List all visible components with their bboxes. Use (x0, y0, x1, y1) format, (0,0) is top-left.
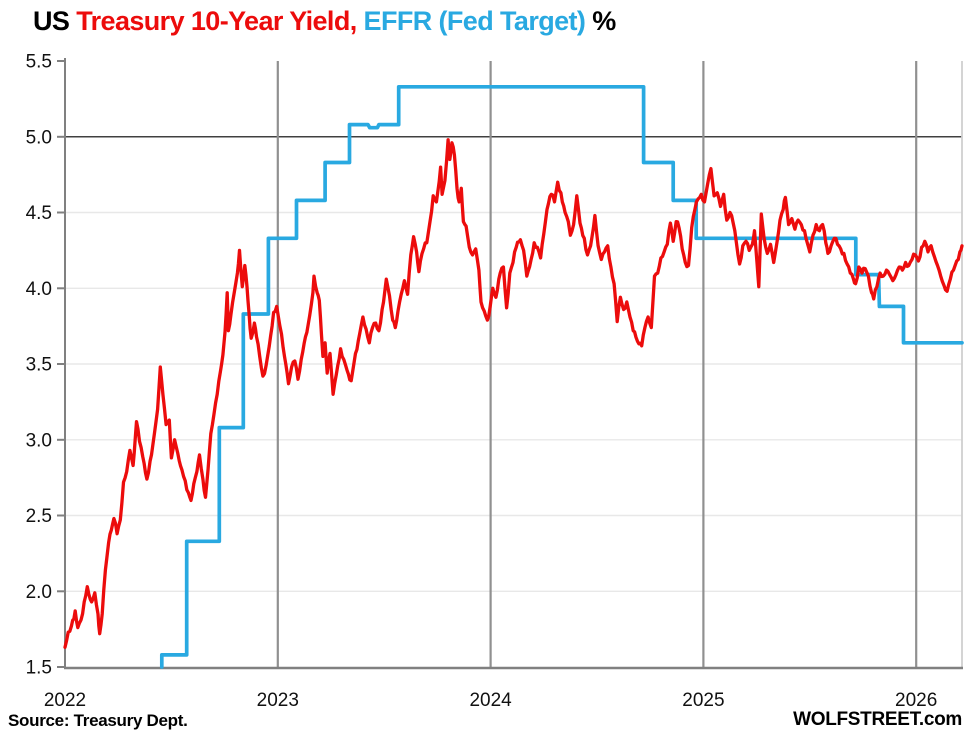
source-note: Source: Treasury Dept. (8, 711, 188, 730)
y-tick-label: 4.5 (26, 203, 52, 224)
title-percent-segment: % (585, 6, 616, 36)
y-tick-label: 2.0 (26, 582, 52, 603)
x-tick-label: 2023 (257, 690, 299, 711)
title-comma-segment: , (349, 6, 364, 36)
x-tick-label: 2025 (682, 690, 724, 711)
y-tick-label: 4.0 (26, 279, 52, 300)
wolfstreet-brand: WOLFSTREET.com (793, 709, 962, 730)
y-tick-label: 5.0 (26, 127, 52, 148)
effr-line (159, 84, 964, 669)
y-tick-label: 3.5 (26, 355, 52, 376)
x-tick-label: 2024 (469, 690, 512, 711)
y-tick-label: 2.5 (26, 506, 52, 527)
x-tick-label: 2022 (44, 690, 86, 711)
title-effr-segment: EFFR (Fed Target) (363, 6, 586, 36)
y-tick-label: 1.5 (26, 658, 52, 679)
chart-title: US Treasury 10-Year Yield, EFFR (Fed Tar… (33, 6, 616, 37)
y-tick-label: 5.5 (26, 52, 52, 73)
treasury-yield-line (63, 138, 964, 649)
x-tick-label: 2026 (895, 690, 937, 711)
title-treasury-segment: Treasury 10-Year Yield (76, 6, 350, 36)
y-tick-label: 3.0 (26, 430, 52, 451)
title-us-segment: US (33, 6, 77, 36)
